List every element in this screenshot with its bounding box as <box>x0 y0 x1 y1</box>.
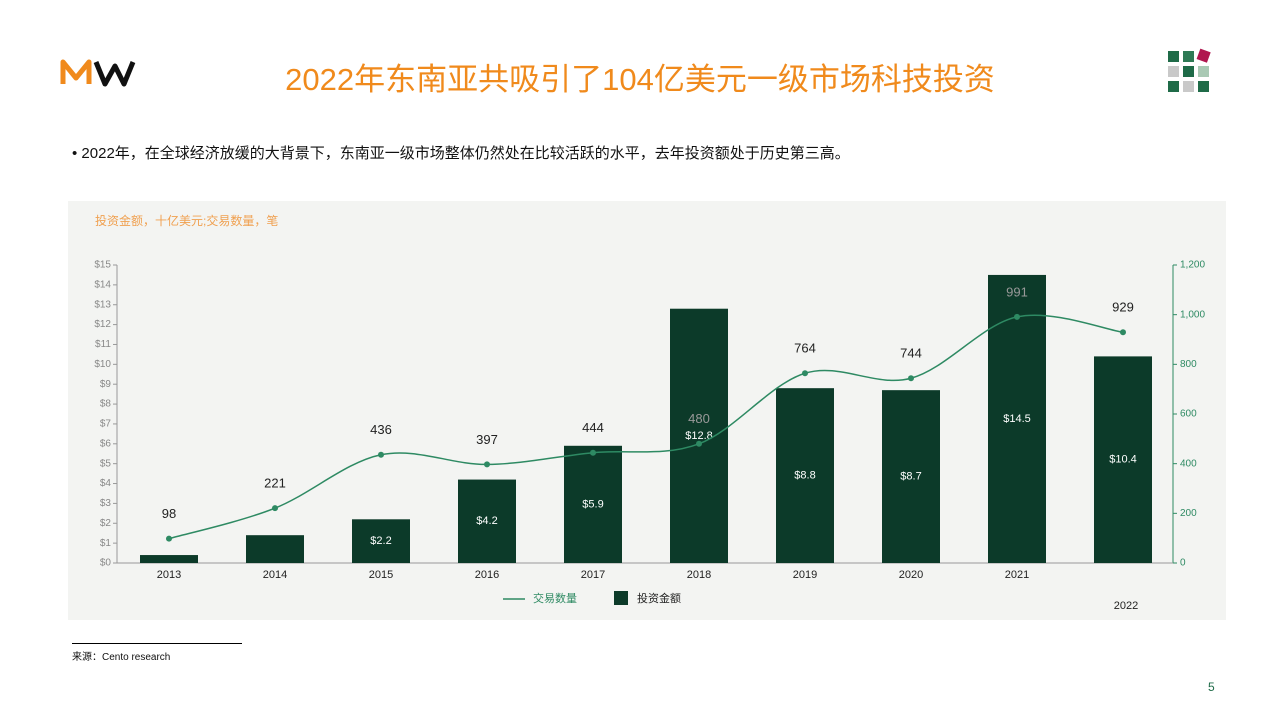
bar <box>458 479 516 563</box>
bar <box>246 535 304 563</box>
legend-swatch <box>614 591 628 605</box>
bar-value-label: $2.2 <box>370 535 391 547</box>
line-point <box>696 440 702 447</box>
x-tick-label: 2019 <box>793 569 817 581</box>
line-value-label: 397 <box>476 432 498 447</box>
page-number: 5 <box>1208 680 1215 694</box>
bar <box>670 308 728 563</box>
x-tick-label: 2021 <box>1005 569 1029 581</box>
line-point <box>590 449 596 456</box>
y-tick-label: $3 <box>100 498 112 509</box>
line-value-label: 98 <box>162 506 176 521</box>
bullet: • 2022年，在全球经济放缓的大背景下，东南亚一级市场整体仍然处在比较活跃的水… <box>72 145 850 162</box>
line-value-label: 436 <box>370 422 392 437</box>
y-tick-label: $9 <box>100 379 112 390</box>
y2-tick-label: 0 <box>1180 558 1186 569</box>
x-tick-label: 2014 <box>263 569 287 581</box>
bar-value-label: $12.8 <box>685 430 713 442</box>
y-tick-label: $6 <box>100 438 112 449</box>
line-value-label: 929 <box>1112 300 1134 315</box>
bar-value-label: $14.5 <box>1003 413 1031 425</box>
x-tick-label: 2015 <box>369 569 393 581</box>
y-tick-label: $8 <box>100 399 112 410</box>
x-tick-label: 2013 <box>157 569 181 581</box>
legend-label: 交易数量 <box>533 591 577 605</box>
bar-value-label: $10.4 <box>1109 454 1137 466</box>
bar <box>352 519 410 563</box>
y2-tick-label: 600 <box>1180 409 1197 420</box>
line-point <box>484 461 490 468</box>
y-tick-label: $15 <box>94 260 111 271</box>
bar-value-label: $8.8 <box>794 469 815 481</box>
x-tick-label: 2018 <box>687 569 711 581</box>
y-tick-label: $13 <box>94 299 111 310</box>
line <box>168 314 1124 540</box>
bar <box>776 388 834 563</box>
line-value-label: 744 <box>900 346 922 361</box>
x-tick-label: 2016 <box>475 569 499 581</box>
line-point <box>1014 313 1020 320</box>
line-point <box>1120 329 1126 336</box>
line-point <box>908 375 914 382</box>
line-value-label: 764 <box>794 341 816 356</box>
y-tick-label: $0 <box>100 558 112 569</box>
line-value-label: 221 <box>264 476 286 491</box>
line-value-label: 991 <box>1006 284 1028 299</box>
line-point <box>378 451 384 458</box>
y2-tick-label: 1,000 <box>1180 309 1205 320</box>
chart-panel <box>68 201 1226 620</box>
source-rule <box>72 643 242 644</box>
y2-tick-label: 1,200 <box>1180 260 1205 271</box>
source: 来源：Cento research <box>72 652 171 663</box>
y2-tick-label: 200 <box>1180 508 1197 519</box>
logo <box>60 59 136 87</box>
y-tick-label: $5 <box>100 458 112 469</box>
line-value-label: 444 <box>582 420 604 435</box>
bar <box>882 390 940 563</box>
title: 2022年东南亚共吸引了104亿美元一级市场科技投资 <box>285 62 995 97</box>
y-tick-label: $2 <box>100 518 112 529</box>
line-point <box>272 505 278 512</box>
x-tick-label: 2020 <box>899 569 923 581</box>
bar-value-label: $8.7 <box>900 470 921 482</box>
legend-label: 投资金额 <box>637 591 681 605</box>
y-tick-label: $12 <box>94 319 111 330</box>
y-tick-label: $14 <box>94 280 111 291</box>
bar <box>140 555 198 563</box>
bar-value-label: $5.9 <box>582 498 603 510</box>
bar <box>564 445 622 563</box>
icon <box>1168 48 1211 92</box>
axis-title: 投资金额，十亿美元;交易数量，笔 <box>95 213 278 228</box>
y-tick-label: $4 <box>100 478 112 489</box>
y-tick-label: $1 <box>100 538 112 549</box>
y-tick-label: $10 <box>94 359 111 370</box>
line-value-label: 480 <box>688 411 710 426</box>
bullet-text: 2022年，在全球经济放缓的大背景下，东南亚一级市场整体仍然处在比较活跃的水平，… <box>81 145 850 162</box>
line-point <box>802 370 808 377</box>
bar-value-label: $4.2 <box>476 515 497 527</box>
bar <box>988 274 1046 563</box>
y2-tick-label: 800 <box>1180 359 1197 370</box>
y-tick-label: $11 <box>95 339 111 350</box>
y2-tick-label: 400 <box>1180 458 1197 469</box>
line-point <box>166 535 172 542</box>
x-tick-label: 2022 <box>1114 600 1138 612</box>
bar <box>1094 356 1152 563</box>
y-tick-label: $7 <box>100 419 112 430</box>
x-tick-label: 2017 <box>581 569 605 581</box>
